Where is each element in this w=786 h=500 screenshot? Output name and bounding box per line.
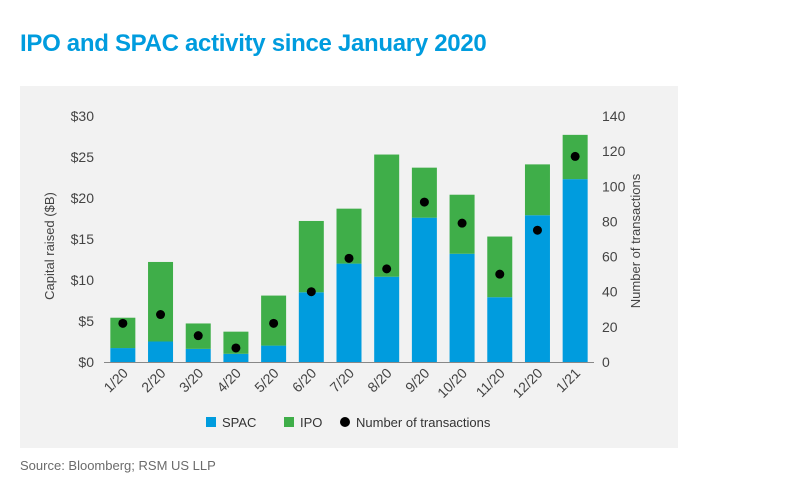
x-tick-label: 2/20 (138, 365, 169, 396)
legend-label: IPO (300, 415, 322, 430)
x-tick-label: 12/20 (509, 365, 545, 401)
dot-transactions (419, 197, 429, 207)
bars-group (110, 134, 588, 362)
chart-panel: Capital raised ($B) Number of transactio… (20, 86, 678, 448)
dot-transactions (231, 343, 241, 353)
legend-swatch (284, 417, 294, 427)
chart-title: IPO and SPAC activity since January 2020 (20, 30, 487, 57)
y-axis-left-label-group: Capital raised ($B) (42, 192, 57, 300)
x-tick-label: 9/20 (402, 365, 433, 396)
dots-group (118, 151, 580, 353)
dot-transactions (495, 269, 505, 279)
legend: SPAC IPO Number of transactions (206, 415, 491, 430)
x-tick-label: 1/20 (100, 365, 131, 396)
y-left-tick-label: $0 (78, 354, 94, 370)
y-left-tick-label: $5 (78, 313, 94, 329)
dot-transactions (344, 253, 354, 263)
dot-transactions (457, 218, 467, 228)
bar-spac (487, 297, 513, 362)
legend-swatch (340, 417, 350, 427)
x-tick-label: 7/20 (327, 365, 358, 396)
x-tick-label: 6/20 (289, 365, 320, 396)
bar-ipo (411, 167, 437, 218)
legend-label: SPAC (222, 415, 256, 430)
dot-transactions (382, 264, 392, 274)
chart-svg: Capital raised ($B) Number of transactio… (42, 108, 643, 430)
y-axis-left-label: Capital raised ($B) (42, 192, 57, 300)
bar-spac (185, 348, 211, 362)
x-tick-label: 10/20 (434, 365, 470, 401)
y-left-tick-label: $25 (71, 149, 95, 165)
bar-spac (261, 345, 287, 362)
y-axis-right-ticks: 0 20 40 60 80 100 120 140 (602, 108, 626, 370)
y-right-tick-label: 20 (602, 319, 618, 335)
source-note: Source: Bloomberg; RSM US LLP (20, 458, 216, 473)
y-axis-right-label: Number of transactions (628, 173, 643, 308)
bar-ipo (298, 220, 324, 293)
legend-swatch (206, 417, 216, 427)
bar-spac (411, 217, 437, 362)
y-right-tick-label: 60 (602, 249, 618, 265)
y-left-tick-label: $10 (71, 272, 95, 288)
y-right-tick-label: 100 (602, 178, 626, 194)
bar-spac (449, 253, 475, 362)
x-axis-ticks: 1/20 2/20 3/20 4/20 5/20 6/20 7/20 8/20 9/20 10/2… (100, 365, 583, 401)
bar-spac (524, 215, 550, 362)
bar-ipo (223, 331, 249, 354)
y-left-tick-label: $15 (71, 231, 95, 247)
x-tick-label: 8/20 (364, 365, 395, 396)
dot-transactions (532, 225, 542, 235)
bar-spac (110, 348, 136, 362)
y-right-tick-label: 120 (602, 143, 626, 159)
bar-spac (336, 263, 362, 362)
bar-spac (298, 292, 324, 362)
y-axis-right-label-group: Number of transactions (628, 173, 643, 308)
bar-spac (374, 276, 400, 362)
bar-ipo (487, 236, 513, 298)
bar-ipo (148, 261, 174, 342)
legend-label: Number of transactions (356, 415, 491, 430)
dot-transactions (570, 151, 580, 161)
y-right-tick-label: 140 (602, 108, 626, 124)
x-tick-label: 5/20 (251, 365, 282, 396)
bar-spac (148, 341, 174, 362)
x-tick-label: 4/20 (213, 365, 244, 396)
dot-transactions (156, 310, 166, 320)
y-right-tick-label: 0 (602, 354, 610, 370)
dot-transactions (306, 287, 316, 297)
x-tick-label: 3/20 (176, 365, 207, 396)
bar-ipo (374, 154, 400, 277)
y-right-tick-label: 40 (602, 284, 618, 300)
y-right-tick-label: 80 (602, 213, 618, 229)
y-left-tick-label: $20 (71, 190, 95, 206)
x-tick-label: 1/21 (553, 365, 584, 396)
y-left-tick-label: $30 (71, 108, 95, 124)
bar-spac (562, 179, 588, 362)
bar-ipo (524, 164, 550, 216)
dot-transactions (269, 318, 279, 328)
bar-spac (223, 353, 249, 362)
dot-transactions (193, 331, 203, 341)
y-axis-left-ticks: $0 $5 $10 $15 $20 $25 $30 (71, 108, 95, 370)
x-tick-label: 11/20 (473, 365, 509, 401)
dot-transactions (118, 318, 128, 328)
